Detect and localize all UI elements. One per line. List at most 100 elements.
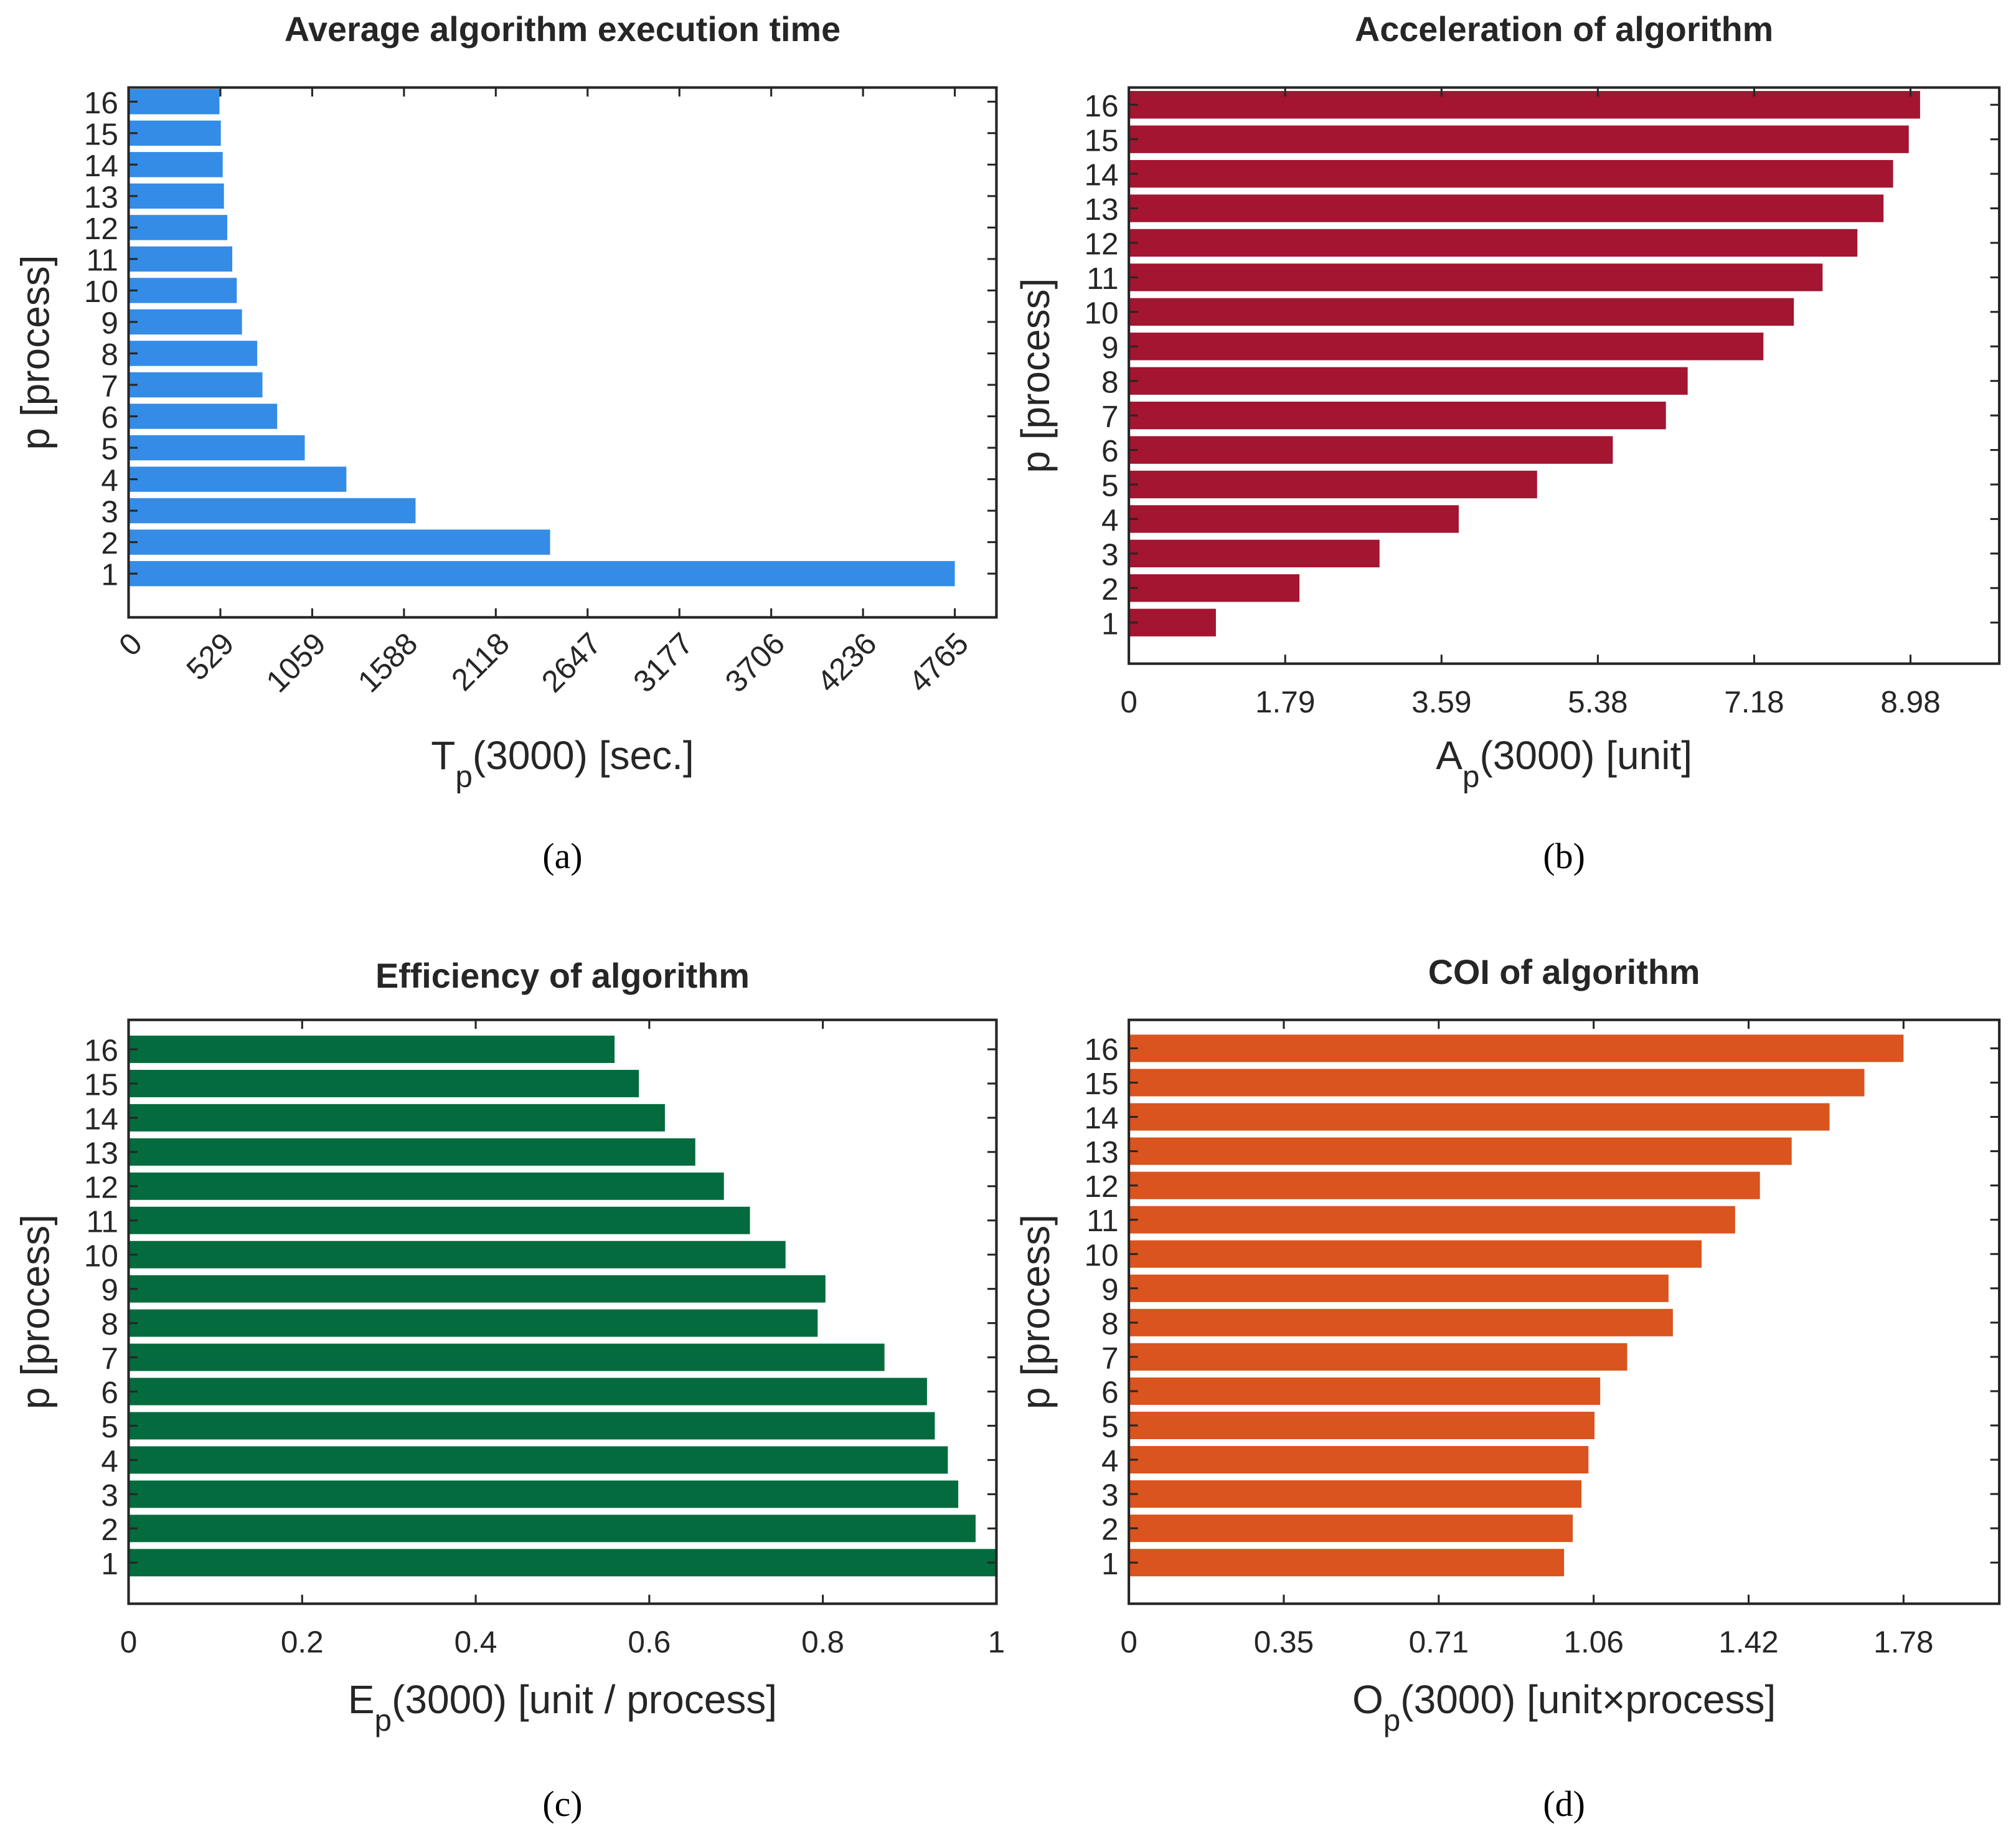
y-tick-label: 2 bbox=[101, 526, 118, 560]
bar bbox=[1129, 574, 1300, 602]
x-axis-label-subscript: p bbox=[1383, 1703, 1401, 1738]
bar bbox=[1129, 91, 1920, 119]
x-tick-label: 2647 bbox=[535, 626, 608, 699]
y-tick-label: 5 bbox=[101, 1409, 118, 1444]
panel-caption: (c) bbox=[542, 1784, 582, 1824]
x-tick-label: 3177 bbox=[626, 626, 700, 699]
y-tick-label: 12 bbox=[84, 1170, 118, 1204]
y-tick-label: 1 bbox=[1101, 606, 1119, 641]
y-tick-label: 16 bbox=[84, 1033, 118, 1068]
x-tick-label: 1.78 bbox=[1873, 1625, 1933, 1660]
chart-title: Average algorithm execution time bbox=[285, 10, 841, 49]
y-tick-label: 10 bbox=[1084, 295, 1118, 330]
x-tick-label: 0 bbox=[112, 626, 149, 663]
bar bbox=[1129, 333, 1764, 361]
x-axis-label-main: A bbox=[1436, 733, 1463, 778]
y-tick-label: 6 bbox=[1101, 1375, 1119, 1410]
x-tick-label: 4765 bbox=[902, 626, 976, 699]
bar bbox=[128, 1206, 750, 1234]
y-tick-label: 10 bbox=[84, 274, 118, 309]
y-tick-label: 1 bbox=[101, 1546, 118, 1581]
x-tick-label: 0.6 bbox=[628, 1625, 671, 1660]
axes-box bbox=[1128, 1018, 2001, 1605]
y-tick-label: 3 bbox=[1101, 1478, 1119, 1513]
y-tick-label: 9 bbox=[101, 1272, 118, 1307]
bar bbox=[128, 1275, 826, 1303]
x-tick-label: 1 bbox=[988, 1625, 1006, 1660]
x-axis-label-rest: (3000) [unit] bbox=[1479, 733, 1692, 778]
y-tick-label: 3 bbox=[1101, 537, 1119, 572]
panel-caption: (b) bbox=[1543, 836, 1585, 876]
bar bbox=[128, 1104, 665, 1132]
y-tick-label: 8 bbox=[1101, 1306, 1119, 1341]
y-tick-label: 13 bbox=[84, 1135, 118, 1170]
x-tick-label: 8.98 bbox=[1880, 684, 1940, 719]
bar bbox=[1129, 125, 1909, 153]
bar bbox=[128, 1549, 997, 1577]
axes-box bbox=[1128, 86, 2001, 665]
y-tick-label: 3 bbox=[101, 1478, 118, 1513]
bar bbox=[128, 215, 227, 240]
y-tick-label: 16 bbox=[1084, 1032, 1118, 1067]
y-tick-label: 5 bbox=[101, 432, 118, 466]
y-tick-label: 7 bbox=[101, 1341, 118, 1376]
x-tick-label: 0.8 bbox=[801, 1625, 844, 1660]
y-tick-label: 1 bbox=[1101, 1546, 1119, 1581]
bar bbox=[128, 435, 305, 461]
bar bbox=[128, 560, 955, 587]
y-tick-label: 3 bbox=[101, 494, 118, 529]
y-tick-label: 6 bbox=[101, 400, 118, 435]
bar bbox=[1129, 229, 1858, 257]
y-tick-label: 9 bbox=[101, 306, 118, 341]
x-tick-label: 0 bbox=[1120, 684, 1138, 719]
y-tick-label: 4 bbox=[1101, 1444, 1119, 1478]
x-tick-label: 0.2 bbox=[281, 1625, 324, 1660]
x-axis-label-main: O bbox=[1352, 1677, 1383, 1722]
bar bbox=[1129, 298, 1794, 326]
x-tick-label: 529 bbox=[179, 626, 240, 687]
bar bbox=[128, 529, 550, 555]
panel-caption: (a) bbox=[542, 836, 582, 876]
y-tick-label: 14 bbox=[1084, 158, 1118, 192]
y-tick-label: 11 bbox=[1086, 1203, 1118, 1238]
y-tick-label: 10 bbox=[84, 1238, 118, 1273]
bar bbox=[1129, 539, 1380, 568]
bar bbox=[1129, 1069, 1865, 1097]
x-axis-label-rest: (3000) [sec.] bbox=[473, 733, 694, 778]
x-axis-label-main: T bbox=[431, 733, 455, 778]
x-tick-label: 0 bbox=[120, 1625, 138, 1660]
bar bbox=[1129, 1445, 1589, 1474]
y-tick-label: 15 bbox=[1084, 123, 1118, 158]
y-tick-label: 15 bbox=[84, 1067, 118, 1102]
bar bbox=[128, 152, 223, 177]
bar bbox=[1129, 1411, 1595, 1439]
bar bbox=[128, 1515, 976, 1543]
x-tick-label: 1059 bbox=[259, 626, 332, 699]
y-tick-label: 7 bbox=[1101, 399, 1119, 434]
bar bbox=[1129, 1034, 1904, 1062]
bar bbox=[128, 372, 263, 398]
x-tick-label: 4236 bbox=[810, 626, 883, 699]
y-tick-label: 2 bbox=[1101, 572, 1119, 607]
bar bbox=[1129, 505, 1459, 533]
x-axis-label-subscript: p bbox=[455, 759, 473, 794]
bar bbox=[1129, 401, 1666, 430]
x-tick-label: 2118 bbox=[445, 626, 516, 697]
y-tick-label: 8 bbox=[101, 1307, 118, 1341]
bar bbox=[128, 1035, 615, 1063]
y-axis-label: p [process] bbox=[1013, 278, 1058, 473]
chart-title: Efficiency of algorithm bbox=[375, 957, 750, 995]
x-axis-label: Tp(3000) [sec.] bbox=[431, 733, 694, 794]
bar bbox=[128, 120, 221, 146]
y-tick-label: 16 bbox=[84, 85, 118, 120]
x-axis-label: Op(3000) [unit×process] bbox=[1352, 1677, 1776, 1738]
y-tick-label: 13 bbox=[1084, 1135, 1118, 1170]
bar bbox=[1129, 194, 1884, 222]
bar bbox=[128, 1138, 695, 1166]
axes-box bbox=[127, 1018, 998, 1605]
y-tick-label: 12 bbox=[1084, 1169, 1118, 1204]
x-axis-label-main: E bbox=[348, 1677, 375, 1722]
x-tick-label: 5.38 bbox=[1568, 684, 1627, 719]
x-tick-label: 1.06 bbox=[1563, 1625, 1623, 1660]
